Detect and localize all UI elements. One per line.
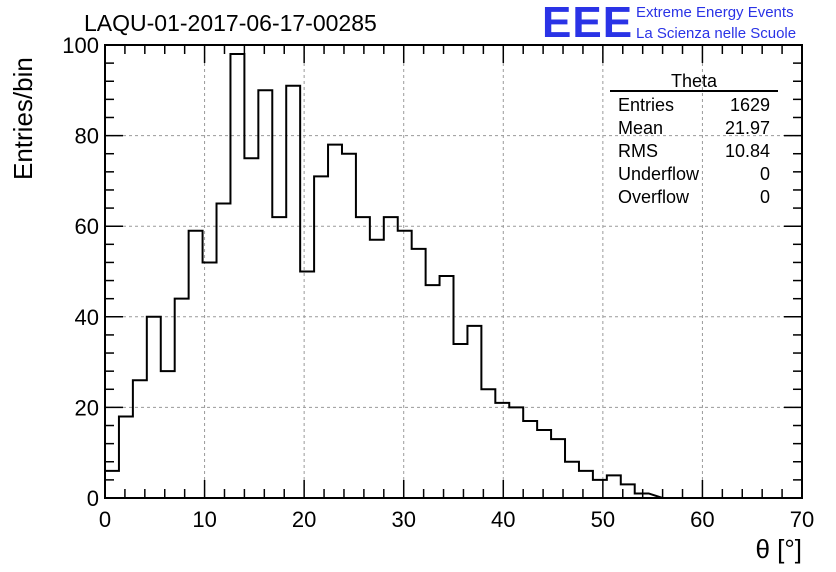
stats-value: 0 <box>759 164 770 184</box>
stats-row: RMS 10.84 <box>610 140 778 163</box>
x-tick-label: 0 <box>99 507 111 532</box>
stats-title: Theta <box>610 70 778 92</box>
histogram-bin <box>454 344 468 498</box>
y-tick-label: 0 <box>87 486 99 511</box>
stats-label: Overflow <box>618 187 690 207</box>
stats-label: Entries <box>618 95 675 115</box>
stats-value: 0 <box>759 187 770 207</box>
histogram-bin <box>467 326 481 498</box>
histogram-bin <box>217 204 231 498</box>
y-tick-label: 20 <box>75 395 99 420</box>
histogram-bin <box>119 416 133 498</box>
x-tick-label: 50 <box>591 507 615 532</box>
stats-label: Underflow <box>618 164 700 184</box>
histogram-bin <box>272 217 286 498</box>
stats-value: 21.97 <box>724 118 770 138</box>
y-tick-label: 60 <box>75 214 99 239</box>
histogram-bin <box>398 231 412 498</box>
histogram-bin <box>133 380 147 498</box>
x-axis-label: θ [°] <box>755 534 802 564</box>
histogram-bin <box>607 475 621 498</box>
histogram-bin <box>342 154 356 498</box>
histogram-bin <box>105 471 119 498</box>
chart-title: LAQU-01-2017-06-17-00285 <box>84 10 377 36</box>
stats-box: Theta Entries 1629 Mean 21.97 RMS 10.84 … <box>610 70 778 209</box>
histogram-bin <box>286 86 300 498</box>
plot-frame <box>104 44 803 499</box>
histogram-bin <box>523 421 537 498</box>
histogram-bin <box>579 471 593 498</box>
x-tick-label: 20 <box>292 507 316 532</box>
histogram-bin <box>189 231 203 498</box>
y-axis-label: Entries/bin <box>8 57 38 180</box>
x-tick-label: 10 <box>192 507 216 532</box>
y-tick-label: 100 <box>62 33 99 58</box>
histogram-bin <box>230 54 244 498</box>
histogram-bin <box>495 403 509 498</box>
histogram-bin <box>509 407 523 498</box>
histogram-bin <box>175 299 189 498</box>
logo-line-1: Extreme Energy Events <box>636 4 794 21</box>
histogram-line <box>104 53 663 499</box>
stats-row: Mean 21.97 <box>610 117 778 140</box>
x-tick-label: 70 <box>790 507 814 532</box>
histogram-bin <box>370 240 384 498</box>
tick-labels: 0 10 20 30 40 50 60 70 0 20 40 60 80 100 <box>62 33 814 532</box>
histogram-bin <box>356 217 370 498</box>
stats-label: Mean <box>618 118 664 138</box>
stats-value: 10.84 <box>724 141 770 161</box>
histogram-bin <box>537 430 551 498</box>
x-tick-label: 30 <box>391 507 415 532</box>
histogram-bin <box>412 249 426 498</box>
stats-label: RMS <box>618 141 658 161</box>
eee-logo: EEE <box>542 0 634 47</box>
y-tick-label: 80 <box>75 124 99 149</box>
histogram-bin <box>328 145 342 498</box>
histogram-bin <box>565 462 579 498</box>
x-tick-label: 40 <box>491 507 515 532</box>
histogram-bin <box>161 371 175 498</box>
stats-row: Entries 1629 <box>610 94 778 117</box>
stats-row: Underflow 0 <box>610 163 778 186</box>
logo-line-2: La Scienza nelle Scuole <box>636 25 797 42</box>
histogram-bin <box>300 272 314 499</box>
y-tick-label: 40 <box>75 305 99 330</box>
histogram-bin <box>384 217 398 498</box>
histogram-bins <box>105 54 649 498</box>
x-tick-label: 60 <box>690 507 714 532</box>
stats-row: Overflow 0 <box>610 186 778 209</box>
histogram-bin <box>440 276 454 498</box>
histogram-bin <box>593 480 607 498</box>
stats-value: 1629 <box>729 95 770 115</box>
histogram-bin <box>481 389 495 498</box>
histogram-bin <box>314 176 328 498</box>
histogram-bin <box>258 90 272 498</box>
histogram-bin <box>244 158 258 498</box>
